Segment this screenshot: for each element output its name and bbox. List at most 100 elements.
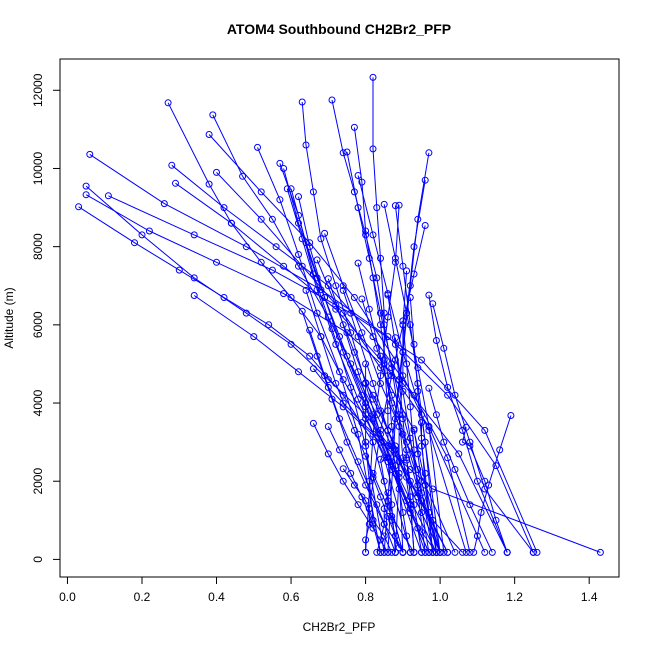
series-line	[85, 194, 508, 553]
series-line	[383, 204, 445, 553]
data-point	[358, 493, 366, 501]
data-point	[414, 524, 422, 532]
data-point	[354, 395, 362, 403]
data-point	[369, 145, 377, 153]
data-point	[227, 219, 235, 227]
x-tick-label: 0.6	[283, 590, 300, 604]
data-point	[354, 259, 362, 267]
series-line	[327, 426, 381, 553]
data-point	[384, 426, 392, 434]
data-point	[347, 469, 355, 477]
data-point	[306, 326, 314, 334]
data-point	[362, 497, 370, 505]
data-point	[384, 291, 392, 299]
data-point	[466, 501, 474, 509]
data-point	[414, 450, 422, 458]
data-point	[373, 411, 381, 419]
data-point	[254, 143, 261, 151]
data-point	[298, 307, 306, 315]
data-point	[455, 450, 463, 458]
data-point	[377, 407, 384, 415]
data-point	[336, 333, 343, 341]
data-point	[395, 376, 403, 384]
data-point	[82, 182, 90, 190]
data-point	[295, 193, 302, 201]
data-point	[358, 391, 366, 399]
data-point	[496, 446, 504, 454]
data-point	[485, 481, 493, 489]
data-point	[276, 159, 284, 167]
data-point	[295, 251, 302, 258]
data-point	[209, 111, 217, 119]
series-49	[470, 412, 515, 556]
data-point	[339, 309, 347, 317]
data-point	[414, 387, 422, 395]
data-point	[365, 520, 373, 528]
data-point	[313, 256, 321, 264]
series-53	[324, 423, 384, 556]
series-60	[362, 505, 373, 556]
data-point	[373, 344, 381, 352]
series-38	[306, 326, 399, 556]
data-point	[429, 300, 437, 308]
data-point	[418, 442, 425, 450]
series-line	[365, 363, 374, 521]
data-point	[451, 548, 459, 556]
series-line	[387, 152, 430, 553]
series-57	[388, 440, 414, 556]
series-51	[418, 419, 437, 556]
data-point	[354, 501, 362, 509]
data-point	[399, 509, 407, 516]
data-point	[332, 340, 340, 348]
data-point	[388, 372, 396, 380]
data-point	[365, 477, 373, 485]
data-point	[380, 520, 388, 528]
data-point	[328, 96, 336, 104]
data-point	[403, 438, 411, 446]
data-point	[358, 178, 366, 186]
data-point	[391, 462, 399, 470]
data-point	[429, 548, 437, 556]
y-tick-label: 0	[31, 556, 45, 563]
series-line	[402, 320, 426, 553]
series-61	[362, 360, 377, 524]
data-point	[362, 438, 370, 446]
data-point	[425, 509, 433, 516]
data-point	[313, 309, 321, 317]
data-point	[377, 536, 384, 544]
data-point	[280, 165, 288, 172]
data-point	[399, 548, 407, 556]
data-point	[358, 329, 366, 337]
data-point	[377, 426, 384, 434]
data-point	[440, 548, 448, 556]
data-point	[302, 239, 310, 247]
series-line	[365, 508, 370, 553]
data-point	[324, 282, 332, 290]
series-line	[305, 290, 415, 553]
data-point	[380, 309, 388, 317]
data-point	[418, 356, 425, 364]
data-point	[354, 458, 362, 466]
series-line	[413, 428, 437, 553]
data-point	[287, 185, 295, 193]
y-axis: 0 2000 4000 6000 8000 10000 12000	[31, 73, 61, 563]
data-point	[369, 473, 377, 481]
data-point	[380, 548, 388, 556]
data-point	[384, 489, 392, 497]
y-tick-label: 8000	[31, 233, 45, 260]
data-point	[459, 548, 466, 556]
x-axis-label: CH2Br2_PFP	[303, 620, 376, 634]
data-point	[373, 548, 381, 556]
data-point	[440, 438, 448, 446]
data-point	[302, 286, 310, 294]
data-point	[280, 262, 288, 270]
data-point	[459, 438, 466, 446]
data-point	[406, 477, 414, 485]
data-point	[395, 544, 403, 552]
data-point	[365, 254, 373, 262]
series-line	[313, 368, 389, 447]
data-point	[332, 282, 340, 290]
data-point	[436, 548, 444, 556]
series-line	[376, 492, 389, 553]
